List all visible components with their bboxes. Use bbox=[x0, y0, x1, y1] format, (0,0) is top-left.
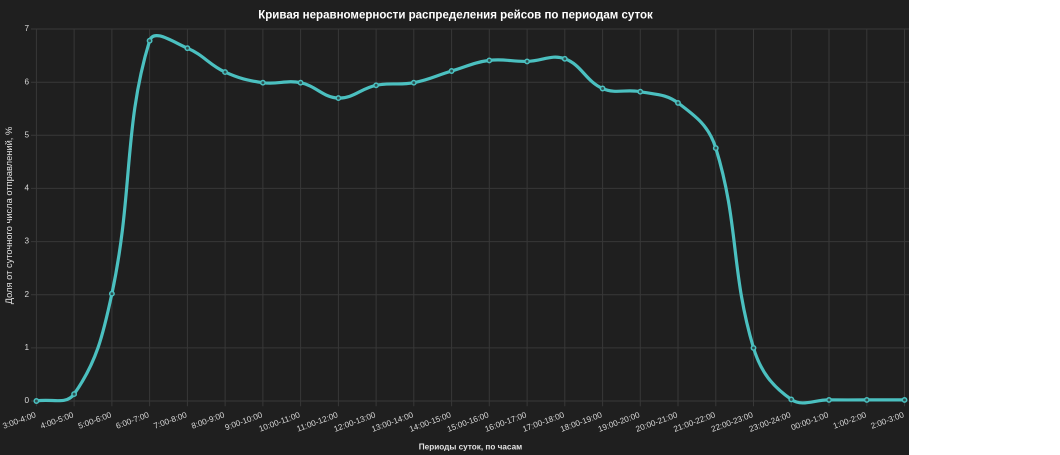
svg-text:6: 6 bbox=[24, 77, 29, 86]
svg-text:Периоды суток, по часам: Периоды суток, по часам bbox=[419, 442, 522, 451]
svg-text:3: 3 bbox=[24, 237, 29, 246]
svg-text:7: 7 bbox=[24, 24, 29, 33]
svg-text:1: 1 bbox=[24, 343, 29, 352]
svg-text:4: 4 bbox=[24, 184, 29, 193]
svg-text:2: 2 bbox=[24, 290, 29, 299]
svg-text:5: 5 bbox=[24, 130, 29, 139]
svg-text:Доля от суточного числа отправ: Доля от суточного числа отправлений, % bbox=[4, 127, 14, 304]
svg-text:0: 0 bbox=[24, 396, 29, 405]
svg-text:Кривая неравномерности распред: Кривая неравномерности распределения рей… bbox=[258, 7, 653, 21]
